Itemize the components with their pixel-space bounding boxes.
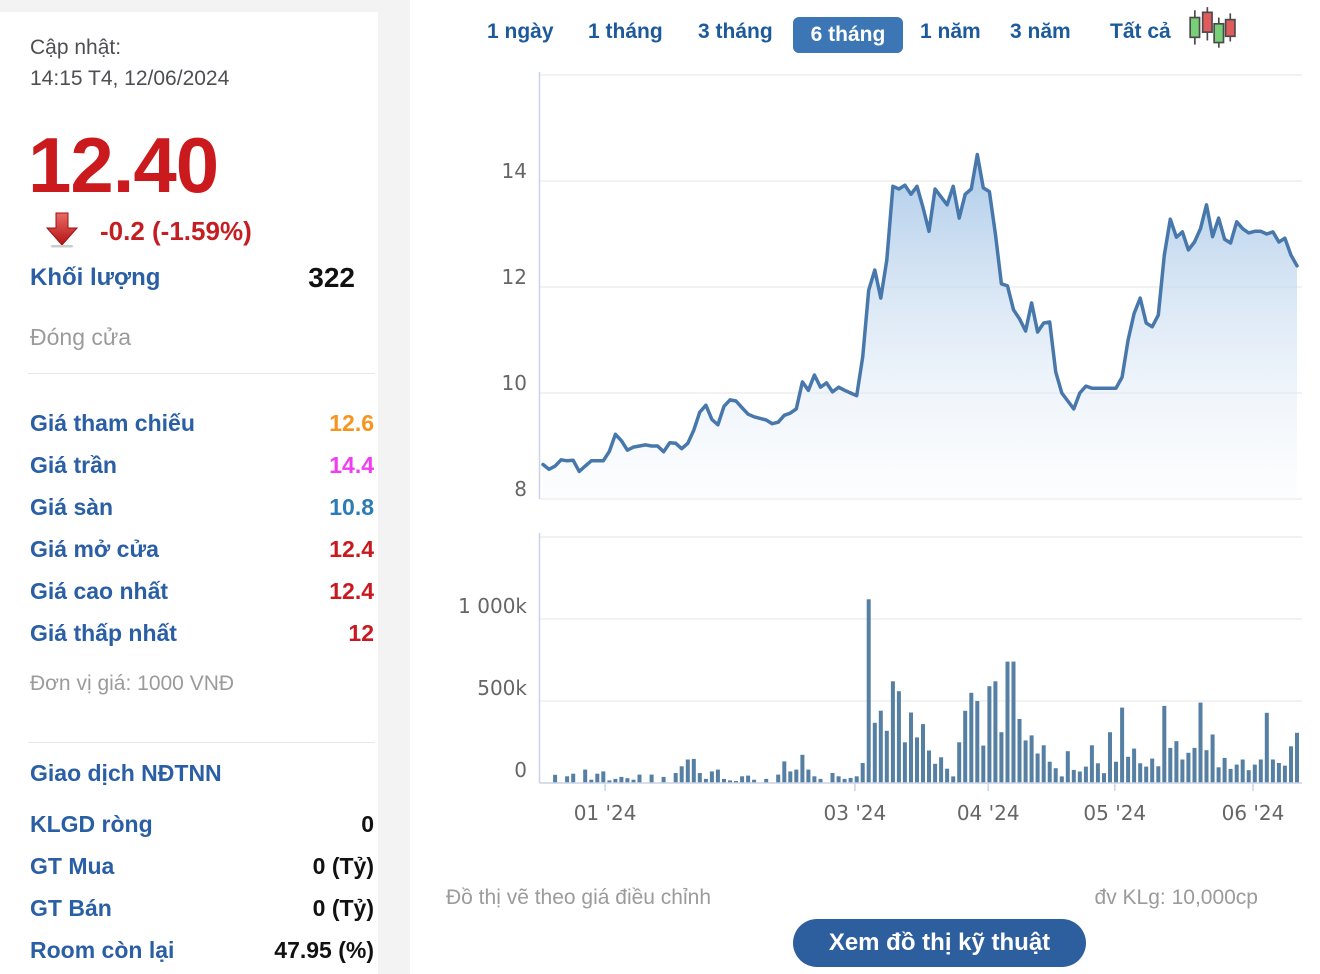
time-range-tab[interactable]: 6 tháng — [793, 17, 903, 53]
row-value: 12 — [348, 620, 374, 646]
data-row: Giá cao nhất 12.4 — [30, 570, 374, 612]
divider — [28, 373, 375, 374]
price-change-value: -0.2 (-1.59%) — [100, 216, 252, 246]
svg-text:12: 12 — [502, 265, 527, 289]
data-row: GT Mua 0 (Tỷ) — [30, 845, 374, 887]
row-label: GT Mua — [30, 853, 115, 879]
adjusted-price-note: Đồ thị vẽ theo giá điều chỉnh — [446, 886, 712, 909]
svg-text:8: 8 — [514, 477, 527, 501]
price-detail-rows: Giá tham chiếu 12.6 Giá trần 14.4 Giá sàn 10.… — [30, 402, 374, 654]
data-row: GT Bán 0 (Tỷ) — [30, 887, 374, 929]
row-label: KLGD ròng — [30, 811, 153, 837]
row-label: Giá cao nhất — [30, 578, 169, 604]
row-label: Giá tham chiếu — [30, 410, 195, 436]
current-price: 12.40 — [28, 121, 219, 209]
row-value: 0 (Tỷ) — [312, 895, 374, 921]
row-label: Room còn lại — [30, 937, 175, 963]
row-value: 12.4 — [329, 536, 374, 562]
sidebar: Cập nhật: 14:15 T4, 12/06/2024 12.40 — [0, 0, 410, 974]
data-row: Giá thấp nhất 12 — [30, 612, 374, 654]
volume-value: 322 — [308, 262, 355, 293]
svg-text:0: 0 — [514, 758, 527, 782]
data-row: Giá trần 14.4 — [30, 444, 374, 486]
svg-text:14: 14 — [502, 159, 527, 183]
data-row: Giá tham chiếu 12.6 — [30, 402, 374, 444]
time-range-tab[interactable]: 3 năm — [1010, 20, 1071, 43]
row-label: Giá thấp nhất — [30, 620, 177, 646]
row-label: Giá mở cửa — [30, 536, 159, 562]
update-info: Cập nhật: 14:15 T4, 12/06/2024 — [30, 32, 229, 94]
svg-text:01 '24: 01 '24 — [574, 801, 637, 825]
svg-text:1 000k: 1 000k — [458, 594, 527, 618]
row-label: Giá sàn — [30, 494, 114, 520]
row-label: GT Bán — [30, 895, 112, 921]
technical-chart-button[interactable]: Xem đồ thị kỹ thuật — [793, 919, 1086, 967]
svg-text:500k: 500k — [477, 676, 527, 700]
row-label: Giá trần — [30, 452, 117, 478]
svg-text:04 '24: 04 '24 — [957, 801, 1020, 825]
row-value: 12.4 — [329, 578, 374, 604]
candlestick-chart-icon[interactable] — [1186, 6, 1236, 57]
data-row: KLGD ròng 0 — [30, 803, 374, 845]
arrow-down-icon — [45, 212, 79, 253]
row-value: 47.95 (%) — [274, 937, 374, 963]
row-value: 0 (Tỷ) — [312, 853, 374, 879]
time-range-tab[interactable]: 1 tháng — [588, 20, 663, 43]
row-value: 12.6 — [329, 410, 374, 436]
foreign-trading-rows: KLGD ròng 0 GT Mua 0 (Tỷ) GT Bán 0 (Tỷ) Room c… — [30, 803, 374, 971]
price-unit-note: Đơn vị giá: 1000 VNĐ — [30, 672, 235, 695]
update-label: Cập nhật: — [30, 36, 122, 59]
price-volume-chart: 01 '24 03 '24 04 '24 05 '24 06 '24 8 10 12 14 0 50… — [458, 72, 1302, 825]
data-row: Giá mở cửa 12.4 — [30, 528, 374, 570]
divider — [28, 742, 375, 743]
sidebar-card: Cập nhật: 14:15 T4, 12/06/2024 12.40 — [0, 12, 378, 974]
foreign-trading-title: Giao dịch NĐTNN — [30, 760, 222, 786]
svg-text:06 '24: 06 '24 — [1222, 801, 1285, 825]
session-state-label: Đóng cửa — [30, 324, 132, 350]
row-value: 14.4 — [329, 452, 374, 478]
volume-unit-note: đv KLg: 10,000cp — [1094, 886, 1258, 909]
data-row: Giá sàn 10.8 — [30, 486, 374, 528]
update-time: 14:15 T4, 12/06/2024 — [30, 67, 230, 90]
time-range-tab[interactable]: 1 năm — [920, 20, 981, 43]
time-range-tab[interactable]: 1 ngày — [487, 20, 554, 43]
row-value: 0 — [361, 811, 374, 837]
svg-text:10: 10 — [502, 371, 527, 395]
time-range-tab[interactable]: Tất cả — [1110, 20, 1171, 43]
time-range-tab[interactable]: 3 tháng — [698, 20, 773, 43]
svg-text:03 '24: 03 '24 — [824, 801, 887, 825]
svg-text:05 '24: 05 '24 — [1083, 801, 1146, 825]
data-row: Room còn lại 47.95 (%) — [30, 929, 374, 971]
row-value: 10.8 — [329, 494, 374, 520]
volume-row: Khối lượng 322 — [30, 262, 355, 296]
volume-label: Khối lượng — [30, 264, 161, 291]
